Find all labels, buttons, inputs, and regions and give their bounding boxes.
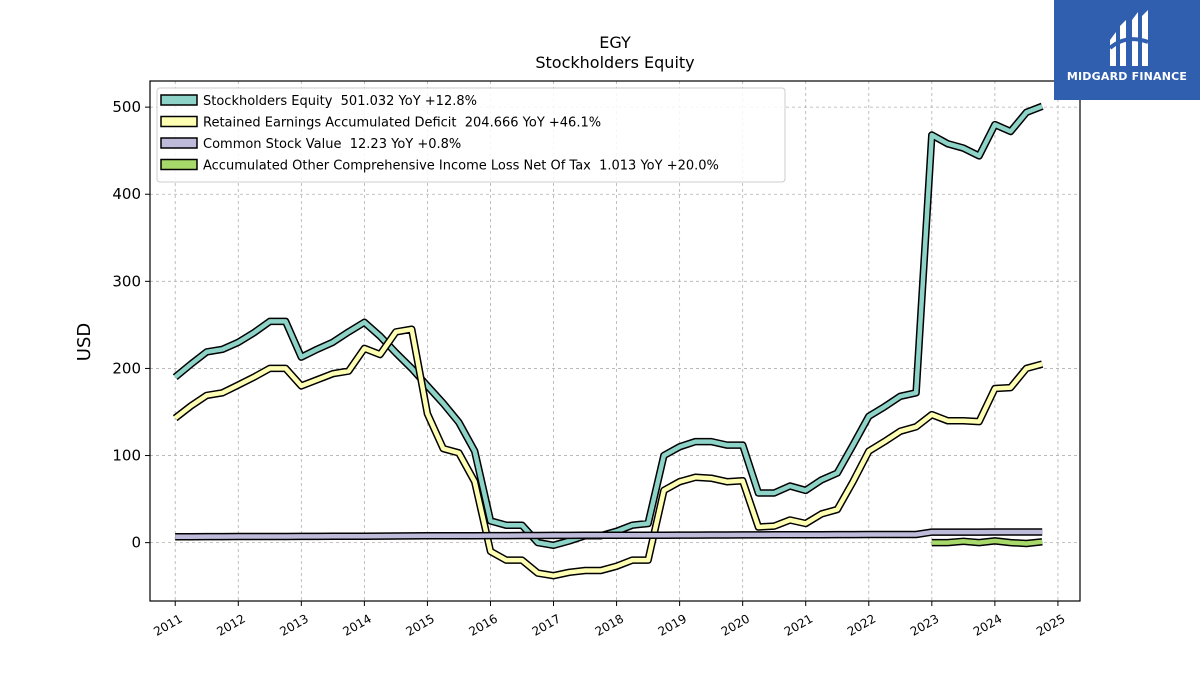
series-2 <box>175 528 1043 541</box>
series-line <box>173 326 1043 578</box>
legend-swatch <box>160 158 198 171</box>
y-tick-label: 500 <box>112 98 141 116</box>
y-tick-label: 400 <box>112 185 141 203</box>
y-tick-label: 100 <box>112 447 141 465</box>
x-tick-label: 2015 <box>403 611 436 638</box>
x-tick-label: 2020 <box>719 611 752 638</box>
legend-label: Accumulated Other Comprehensive Income L… <box>203 159 719 174</box>
x-tick-label: 2022 <box>845 611 878 638</box>
x-tick-label: 2023 <box>908 611 941 638</box>
brand-logo: MIDGARD FINANCE <box>1054 0 1200 100</box>
legend-swatch <box>160 137 198 149</box>
x-tick-label: 2011 <box>151 611 184 638</box>
x-tick-label: 2021 <box>782 611 815 638</box>
x-tick-label: 2019 <box>656 611 689 638</box>
chart-title: EGY <box>599 33 631 52</box>
series-line <box>175 529 1043 539</box>
plot-frame <box>149 80 1081 602</box>
chart-subtitle: Stockholders Equity <box>535 53 694 72</box>
x-tick-label: 2018 <box>593 611 626 638</box>
x-tick-label: 2024 <box>971 611 1004 638</box>
logo-text: MIDGARD FINANCE <box>1066 70 1188 83</box>
legend-label: Stockholders Equity 501.032 YoY +12.8% <box>203 94 477 109</box>
y-tick-label: 300 <box>112 272 141 290</box>
series-3 <box>931 537 1043 548</box>
legend: Stockholders Equity 501.032 YoY +12.8% Re… <box>156 87 786 183</box>
logo-icon <box>1108 10 1149 66</box>
legend-label: Common Stock Value 12.23 YoY +0.8% <box>203 137 461 152</box>
legend-label: Retained Earnings Accumulated Deficit 20… <box>203 116 601 131</box>
x-tick-label: 2017 <box>530 611 563 638</box>
y-axis-label: USD <box>74 323 95 361</box>
x-tick-label: 2013 <box>277 611 310 638</box>
x-tick-label: 2016 <box>467 611 500 638</box>
series-group <box>172 102 1044 580</box>
series-line <box>931 538 1043 546</box>
x-tick-label: 2014 <box>340 611 373 638</box>
series-1 <box>172 325 1044 580</box>
y-tick-label: 0 <box>131 534 141 552</box>
legend-box <box>156 87 786 183</box>
y-tick-label: 200 <box>112 359 141 377</box>
legend-swatch <box>160 94 198 106</box>
x-tick-label: 2012 <box>214 611 247 638</box>
legend-swatch <box>160 115 198 128</box>
x-tick-label: 2025 <box>1034 611 1067 638</box>
